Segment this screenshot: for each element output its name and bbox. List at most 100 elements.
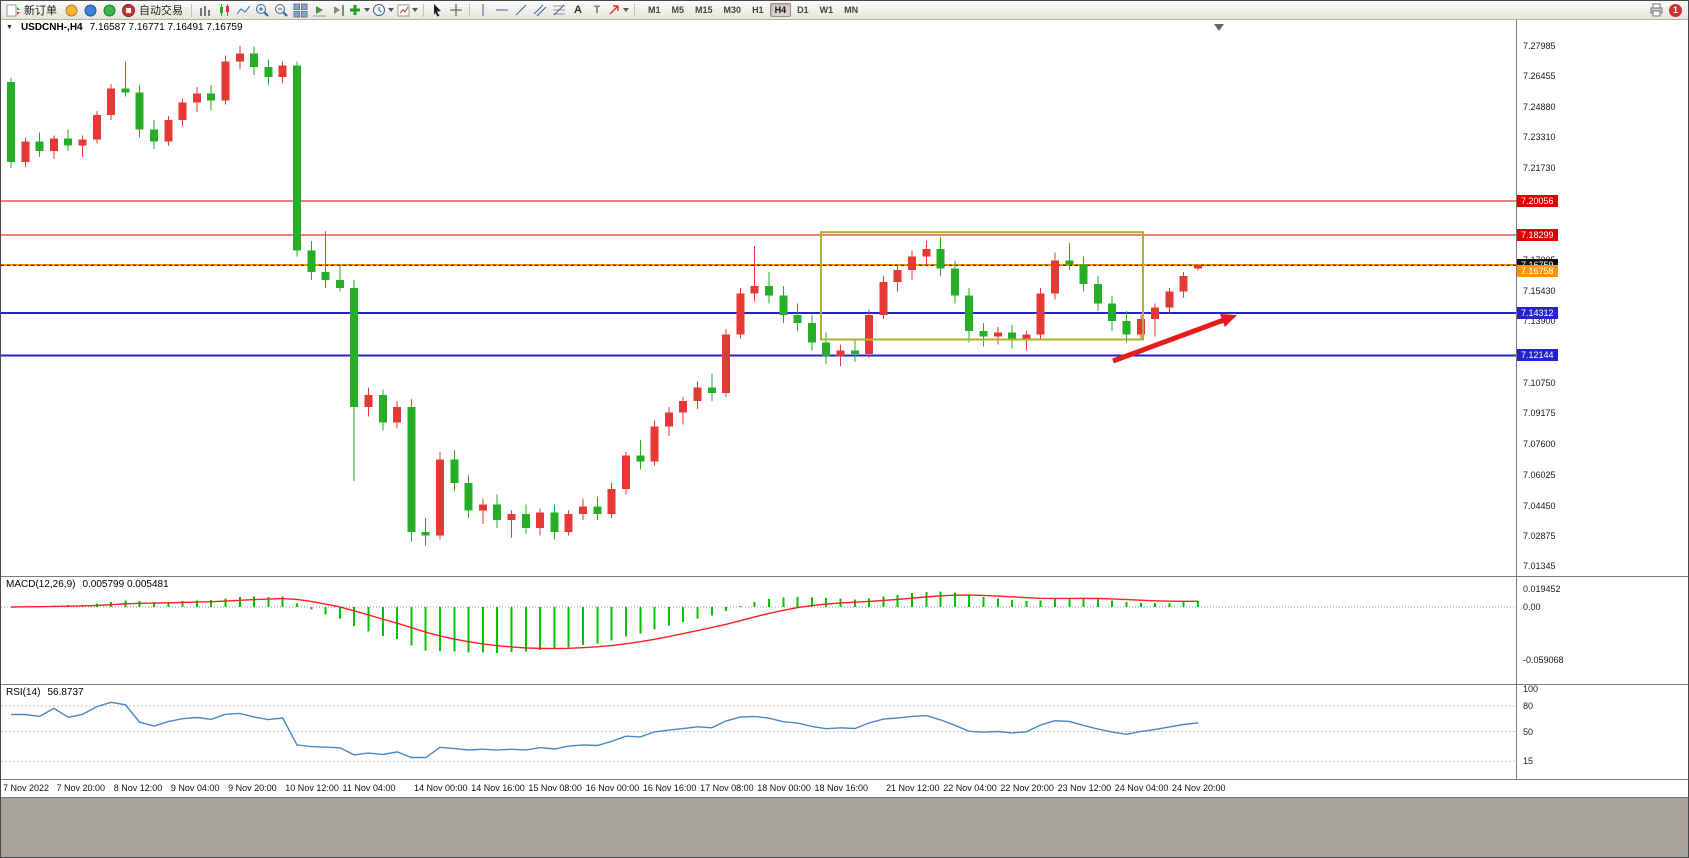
toolbar: 新订单 自动交易 A T M1 M5 M15 M30 H1 H4 D1 W1 MN 1 — [1, 1, 1688, 20]
time-label: 23 Nov 12:00 — [1057, 783, 1112, 793]
rsi-tick-label: 15 — [1523, 756, 1534, 767]
timeframe-toolbar: M1 M5 M15 M30 H1 H4 D1 W1 MN — [643, 3, 863, 17]
time-label: 24 Nov 20:00 — [1172, 783, 1226, 793]
time-axis[interactable]: 7 Nov 2022 7 Nov 20:00 8 Nov 12:00 9 Nov 04… — [1, 780, 1688, 798]
macd-tick-label: 0.019452 — [1523, 584, 1561, 595]
price-tick-label: 7.06025 — [1523, 469, 1556, 480]
signals-icon[interactable] — [100, 2, 118, 19]
rsi-plot[interactable] — [1, 685, 1518, 780]
arrows-tool-button[interactable] — [607, 2, 630, 19]
rsi-tick-label: 80 — [1523, 701, 1534, 711]
timeframe-button-M1[interactable]: M1 — [648, 5, 661, 15]
rsi-name: RSI(14) — [6, 687, 41, 698]
timeframe-button-H1[interactable]: H1 — [752, 5, 764, 15]
horizontal-lines[interactable] — [1, 200, 1518, 357]
price-tick-label: 7.09175 — [1523, 408, 1556, 419]
candlestick-chart-type-button[interactable] — [215, 2, 233, 19]
new-order-label[interactable]: 新订单 — [24, 5, 57, 17]
time-label: 8 Nov 12:00 — [113, 783, 163, 793]
vertical-line-button[interactable] — [474, 2, 492, 19]
price-tick-label: 7.10750 — [1523, 377, 1556, 388]
text-label-tool-button[interactable]: T — [588, 2, 606, 19]
price-line-label: 7.18299 — [1517, 229, 1558, 242]
timeframe-button-MN[interactable]: MN — [844, 5, 859, 15]
fibonacci-button[interactable] — [550, 2, 568, 19]
print-button[interactable] — [1647, 2, 1665, 19]
trendline-button[interactable] — [512, 2, 530, 19]
indicators-button[interactable] — [348, 2, 371, 19]
periods-button[interactable] — [372, 2, 395, 19]
separator — [423, 3, 424, 17]
separator — [191, 3, 192, 17]
time-label: 10 Nov 12:00 — [285, 783, 339, 793]
line-chart-type-button[interactable] — [234, 2, 252, 19]
tile-windows-button[interactable] — [291, 2, 309, 19]
time-label: 7 Nov 20:00 — [56, 783, 106, 793]
zoom-in-button[interactable] — [253, 2, 271, 19]
new-order-button[interactable] — [4, 2, 22, 19]
price-tick-label: 7.21730 — [1523, 163, 1556, 174]
time-label: 22 Nov 20:00 — [1000, 783, 1054, 793]
auto-scroll-button[interactable] — [310, 2, 328, 19]
market-icon[interactable] — [81, 2, 99, 19]
price-chart-plot[interactable] — [1, 20, 1518, 577]
time-label: 22 Nov 04:00 — [943, 783, 997, 793]
templates-button[interactable] — [396, 2, 419, 19]
consolidation-box[interactable] — [820, 231, 1144, 341]
price-line-label: 7.14312 — [1517, 307, 1558, 319]
time-label: 14 Nov 00:00 — [414, 783, 468, 793]
horizontal-line-button[interactable] — [493, 2, 511, 19]
text-tool-button[interactable]: A — [569, 2, 587, 19]
chevron-down-icon — [412, 8, 418, 12]
trend-arrow[interactable] — [1112, 315, 1231, 364]
time-label: 24 Nov 04:00 — [1114, 783, 1169, 793]
notification-badge[interactable]: 1 — [1669, 3, 1682, 17]
chevron-down-icon — [364, 8, 370, 12]
separator — [469, 3, 470, 17]
timeframe-button-W1[interactable]: W1 — [819, 5, 834, 15]
chart-area: 7.279857.264557.248807.233107.217307.170… — [1, 20, 1688, 857]
macd-plot[interactable] — [1, 577, 1518, 685]
price-axis: 7.279857.264557.248807.233107.217307.170… — [1516, 20, 1688, 576]
channel-button[interactable] — [531, 2, 549, 19]
time-label: 9 Nov 04:00 — [170, 783, 220, 793]
macd-tick-label: 0.00 — [1523, 602, 1541, 612]
timeframe-button-M30[interactable]: M30 — [723, 5, 742, 15]
trend-arrow-head — [1220, 313, 1237, 327]
timeframe-button-H4[interactable]: H4 — [769, 3, 792, 17]
autotrading-button[interactable] — [119, 2, 137, 19]
zoom-out-button[interactable] — [272, 2, 290, 19]
price-tick-label: 7.26455 — [1523, 70, 1556, 81]
price-chart-panel[interactable]: 7.279857.264557.248807.233107.217307.170… — [1, 20, 1688, 577]
time-label: 14 Nov 16:00 — [471, 783, 525, 793]
time-label: 9 Nov 20:00 — [228, 783, 277, 793]
time-label: 7 Nov 2022 — [3, 783, 50, 793]
price-tick-label: 7.23310 — [1523, 132, 1556, 143]
rsi-value: 56.8737 — [47, 687, 84, 698]
label-tool-glyph: T — [593, 4, 601, 16]
time-label: 18 Nov 16:00 — [814, 783, 869, 793]
timeframe-button-M5[interactable]: M5 — [671, 5, 685, 15]
cursor-button[interactable] — [428, 2, 446, 19]
crosshair-button[interactable] — [447, 2, 465, 19]
bottom-strip — [1, 798, 1688, 857]
time-label: 15 Nov 08:00 — [528, 783, 582, 793]
bar-chart-type-button[interactable] — [196, 2, 214, 19]
autotrading-label[interactable]: 自动交易 — [139, 5, 183, 17]
time-label: 16 Nov 16:00 — [642, 783, 697, 793]
chevron-down-icon[interactable]: ▼ — [6, 24, 13, 31]
price-line-label: 7.20056 — [1517, 194, 1558, 207]
ohlc-values: 7.16587 7.16771 7.16491 7.16759 — [89, 22, 243, 33]
macd-panel[interactable]: 0.019452 0.00 -0.059068 MACD(12,26,9) 0.00… — [1, 577, 1688, 685]
time-label: 16 Nov 00:00 — [585, 783, 640, 793]
chart-title: ▼ USDCNH-,H4 7.16587 7.16771 7.16491 7.1… — [6, 22, 243, 33]
timeframe-button-D1[interactable]: D1 — [797, 5, 809, 15]
symbol-period-label: USDCNH-,H4 — [20, 22, 83, 33]
timeframe-button-M15[interactable]: M15 — [695, 5, 713, 15]
rsi-panel[interactable]: 100 80 50 15 RSI(14) 56.8737 — [1, 684, 1688, 780]
price-tick-label: 7.15430 — [1523, 286, 1556, 297]
metaquotes-icon[interactable] — [62, 2, 80, 19]
chart-shift-marker[interactable] — [1214, 24, 1224, 31]
chart-shift-button[interactable] — [329, 2, 347, 19]
